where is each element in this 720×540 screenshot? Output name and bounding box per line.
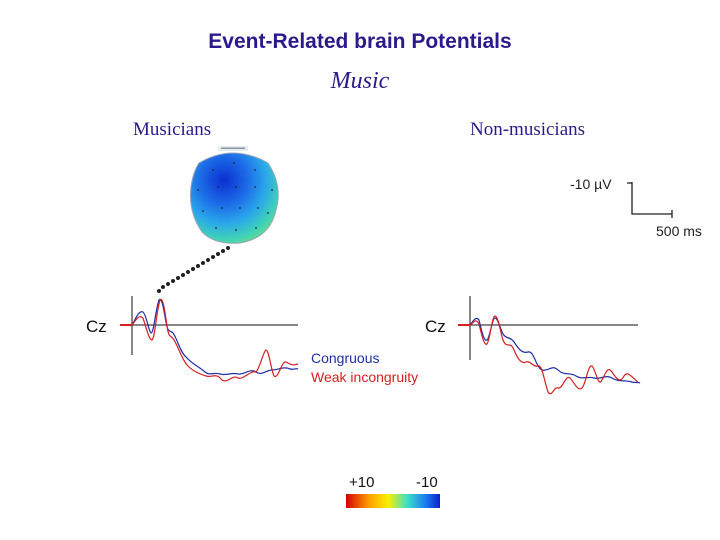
waveform-panel-musicians xyxy=(120,296,299,382)
legend-weak-incongruity: Weak incongruity xyxy=(311,369,419,385)
erp-trace-congruous-right xyxy=(469,317,641,384)
channel-label-right: Cz xyxy=(425,317,446,336)
map-caption-text-glyph xyxy=(221,147,245,149)
amplitude-scale-label: -10 µV xyxy=(570,176,612,192)
erp-trace-weak-incongruity-left xyxy=(131,298,299,382)
colorbar-min-label: +10 xyxy=(349,474,375,491)
topographic-map xyxy=(190,146,279,244)
waveform-panel-non-musicians xyxy=(458,296,641,395)
erp-trace-congruous-left xyxy=(131,298,299,376)
group-label-musicians: Musicians xyxy=(133,119,212,140)
legend-congruous: Congruous xyxy=(311,350,380,366)
colorbar xyxy=(346,494,440,508)
figure-subtitle: Music xyxy=(330,68,390,94)
figure-title: Event-Related brain Potentials xyxy=(208,30,512,53)
head-outline xyxy=(190,152,279,244)
time-scale-label: 500 ms xyxy=(656,223,702,239)
colorbar-max-label: -10 xyxy=(416,474,438,491)
electrode-markers xyxy=(197,162,273,231)
map-connector-dots xyxy=(157,246,230,293)
channel-label-left: Cz xyxy=(86,317,107,336)
scale-bar xyxy=(627,182,673,218)
group-label-non-musicians: Non-musicians xyxy=(470,119,586,140)
erp-trace-weak-incongruity-right xyxy=(469,315,639,395)
scale-bar-axes xyxy=(631,182,672,215)
